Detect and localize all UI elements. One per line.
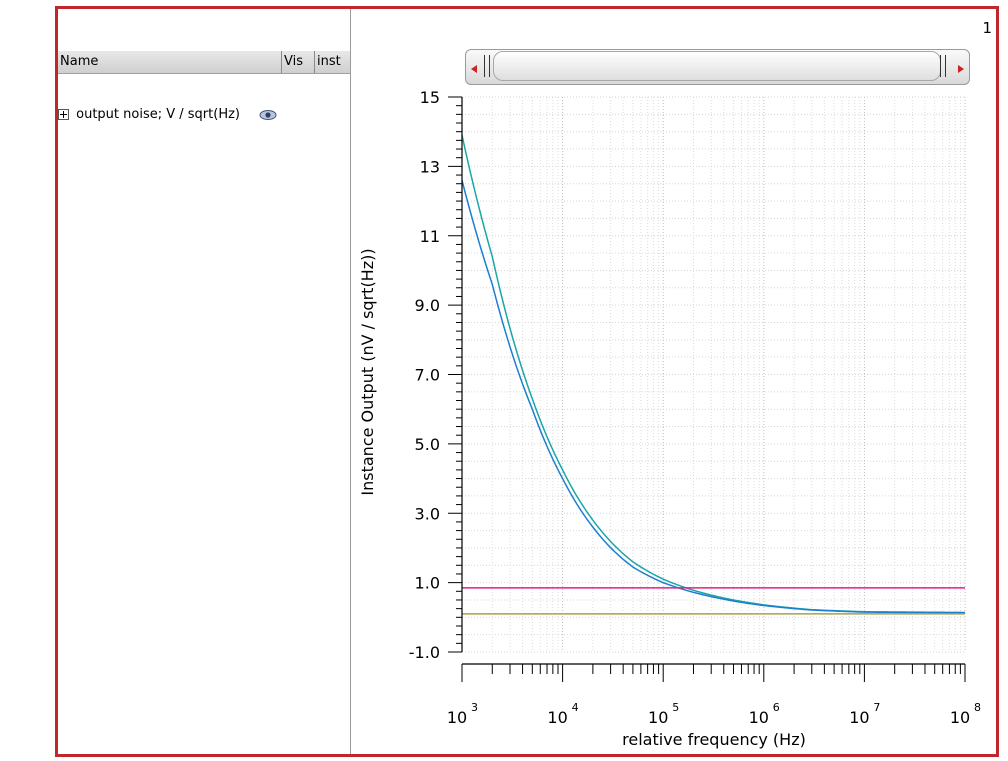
x-tick-label: 10 xyxy=(849,708,869,727)
x-tick-exponent: 5 xyxy=(672,701,679,714)
y-tick-label: 15 xyxy=(420,88,440,107)
column-header-inst[interactable]: inst xyxy=(317,54,341,69)
expand-icon[interactable] xyxy=(58,109,69,120)
trace-group-label: output noise; V / sqrt(Hz) xyxy=(76,107,240,122)
y-tick-label: 7.0 xyxy=(415,366,440,385)
x-tick-label: 10 xyxy=(749,708,769,727)
y-tick-label: 9.0 xyxy=(415,296,440,315)
series-line-2 xyxy=(461,180,966,614)
noise-chart: 15 13 11 9.0 7.0 5.0 3.0 1.0 -1.0 10 3 10 4 10 5 10 6 10 7… xyxy=(358,88,981,749)
list-item[interactable]: output noise; V / sqrt(Hz) xyxy=(58,104,278,126)
y-tick-label: -1.0 xyxy=(409,643,440,662)
x-tick-exponent: 7 xyxy=(873,701,880,714)
plot-area xyxy=(462,97,965,652)
trace-browser-header: Name Vis inst xyxy=(58,51,350,74)
scrollbar-right-grip[interactable] xyxy=(940,55,946,77)
y-tick-label: 13 xyxy=(420,157,440,176)
x-tick-label: 10 xyxy=(950,708,970,727)
y-tick-label: 11 xyxy=(420,227,440,246)
plot-window-frame: Name Vis inst output noise; V / sqrt(Hz)… xyxy=(55,6,999,757)
column-header-vis[interactable]: Vis xyxy=(282,51,315,73)
eye-icon[interactable] xyxy=(258,109,278,121)
x-tick-exponent: 3 xyxy=(471,701,478,714)
left-arrow-icon[interactable] xyxy=(471,65,477,73)
scrollbar-thumb[interactable] xyxy=(493,51,941,81)
x-tick-label: 10 xyxy=(648,708,668,727)
x-tick-label: 10 xyxy=(447,708,467,727)
y-tick-label: 5.0 xyxy=(415,435,440,454)
y-tick-label: 1.0 xyxy=(415,574,440,593)
x-tick-label: 10 xyxy=(547,708,567,727)
x-scrollbar[interactable] xyxy=(465,47,970,87)
x-tick-exponent: 6 xyxy=(773,701,780,714)
y-tick-label: 3.0 xyxy=(415,504,440,523)
x-tick-exponent: 8 xyxy=(974,701,981,714)
scrollbar-left-grip[interactable] xyxy=(484,55,490,77)
y-axis-label: Instance Output (nV / sqrt(Hz)) xyxy=(358,248,377,495)
x-tick-exponent: 4 xyxy=(572,701,579,714)
page-number: 1 xyxy=(982,19,992,37)
right-arrow-icon[interactable] xyxy=(958,65,964,73)
column-header-name[interactable]: Name xyxy=(58,51,282,73)
trace-browser-panel: Name Vis inst output noise; V / sqrt(Hz) xyxy=(58,9,351,754)
x-axis-label: relative frequency (Hz) xyxy=(622,730,806,749)
